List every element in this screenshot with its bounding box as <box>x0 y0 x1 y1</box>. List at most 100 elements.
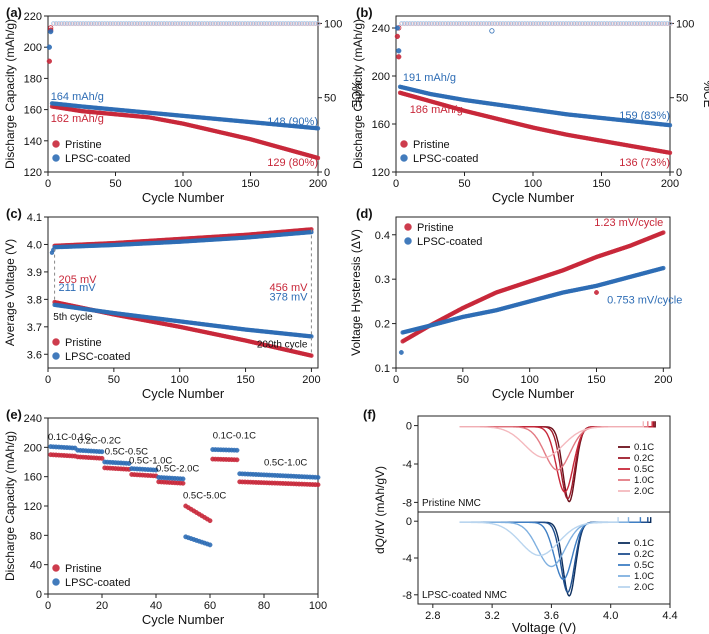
y-tick-label: 0 <box>406 516 412 528</box>
x-tick-label: 60 <box>204 600 216 612</box>
ce-point <box>474 21 479 27</box>
ce-point <box>570 21 575 27</box>
legend-marker <box>400 154 408 162</box>
x-tick-label: 4.0 <box>603 610 618 622</box>
ce-point <box>297 21 303 27</box>
ce-point <box>60 21 65 27</box>
ce-point <box>54 21 60 27</box>
ce-point <box>416 21 421 27</box>
data-point <box>394 33 401 40</box>
ce-point <box>241 21 246 27</box>
ce-point <box>208 21 213 27</box>
data-point <box>207 542 213 548</box>
ce-point <box>490 21 495 27</box>
y-tick-label: 240 <box>24 413 42 425</box>
y-axis-label: Average Voltage (V) <box>3 239 17 346</box>
ce-point <box>413 21 419 27</box>
ce-point <box>108 21 113 27</box>
ce-point <box>76 21 81 27</box>
y-tick-label: 80 <box>30 530 42 542</box>
data-point <box>46 58 52 64</box>
annotation: 0.5C-5.0C <box>183 491 226 502</box>
y-tick-label: 120 <box>24 501 42 513</box>
data-point <box>394 25 401 31</box>
annotation: 5th cycle <box>53 312 93 323</box>
ce-point <box>133 21 138 27</box>
ce-point <box>315 21 321 26</box>
annotation: 1.23 mV/cycle <box>594 217 663 229</box>
ce-point <box>219 21 224 27</box>
x-axis-label: Cycle Number <box>142 612 225 627</box>
x-axis-label: Cycle Number <box>142 190 225 205</box>
y-tick-label: 160 <box>24 105 42 117</box>
dqdv-curve <box>459 517 642 581</box>
ce-point <box>433 21 438 27</box>
ce-point <box>135 21 140 27</box>
data-point <box>153 467 159 473</box>
ce-point <box>138 21 143 27</box>
annotation: 0.5C-0.5C <box>105 447 148 458</box>
ce-point <box>526 21 531 27</box>
ce-point <box>278 21 284 27</box>
data-point <box>396 48 402 54</box>
ce-point <box>68 21 73 27</box>
ce-point <box>515 21 520 27</box>
legend-marker <box>52 352 60 360</box>
ce-point <box>273 21 278 27</box>
x-tick-label: 150 <box>592 178 610 190</box>
y-tick-label: 3.7 <box>27 322 42 334</box>
ce-point <box>165 21 170 27</box>
ce-point <box>262 21 267 27</box>
ce-point <box>146 21 151 27</box>
panel-label: (a) <box>6 5 22 20</box>
ce-point <box>649 21 654 27</box>
x-tick-label: 50 <box>457 374 469 386</box>
ce-point <box>216 21 221 27</box>
x-tick-label: 200 <box>661 178 679 190</box>
legend-label: LPSC-coated <box>417 236 482 248</box>
y-tick-label: 160 <box>24 472 42 484</box>
y2-axis-label: %CE <box>349 80 363 107</box>
ce-point <box>143 21 149 27</box>
ce-point <box>197 21 203 27</box>
data-point <box>99 455 105 461</box>
x-tick-label: 100 <box>520 374 538 386</box>
y2-tick-label: 100 <box>324 18 342 30</box>
ce-point <box>668 21 673 27</box>
ce-point <box>644 21 649 27</box>
ce-point <box>170 21 176 27</box>
x-tick-label: 50 <box>458 178 470 190</box>
x-tick-label: 4.4 <box>662 610 677 622</box>
ce-point <box>173 21 178 27</box>
ce-point <box>635 21 641 27</box>
annotation: 0.1C-0.1C <box>48 432 91 443</box>
ce-point <box>254 21 259 27</box>
ce-point <box>564 21 569 27</box>
ce-point <box>411 21 416 27</box>
dqdv-curve <box>459 421 653 493</box>
ce-point <box>622 21 627 27</box>
ce-point <box>517 21 523 27</box>
ce-point <box>539 21 545 27</box>
y-tick-label: 220 <box>24 11 42 23</box>
annotation: 211 mV <box>59 282 97 294</box>
ce-point <box>187 21 192 27</box>
ce-point <box>460 21 465 27</box>
ce-point <box>485 21 490 27</box>
legend-label: 0.2C <box>634 453 654 464</box>
ce-point <box>449 21 454 27</box>
ce-point <box>116 21 122 27</box>
x-tick-label: 80 <box>258 600 270 612</box>
ce-point <box>663 21 668 27</box>
ce-point <box>665 21 671 27</box>
ce-point <box>57 21 62 27</box>
legend-label: Pristine <box>65 139 102 151</box>
y-tick-label: -4 <box>402 459 412 471</box>
ce-point <box>249 21 254 27</box>
panel-b: (b) 0 50 100 150 200 120 160 200 240 Cycle Number D… <box>351 5 709 205</box>
dqdv-curve <box>459 421 649 471</box>
x-axis-label: Cycle Number <box>142 386 225 401</box>
ce-point <box>408 21 413 27</box>
ce-point <box>141 21 146 27</box>
